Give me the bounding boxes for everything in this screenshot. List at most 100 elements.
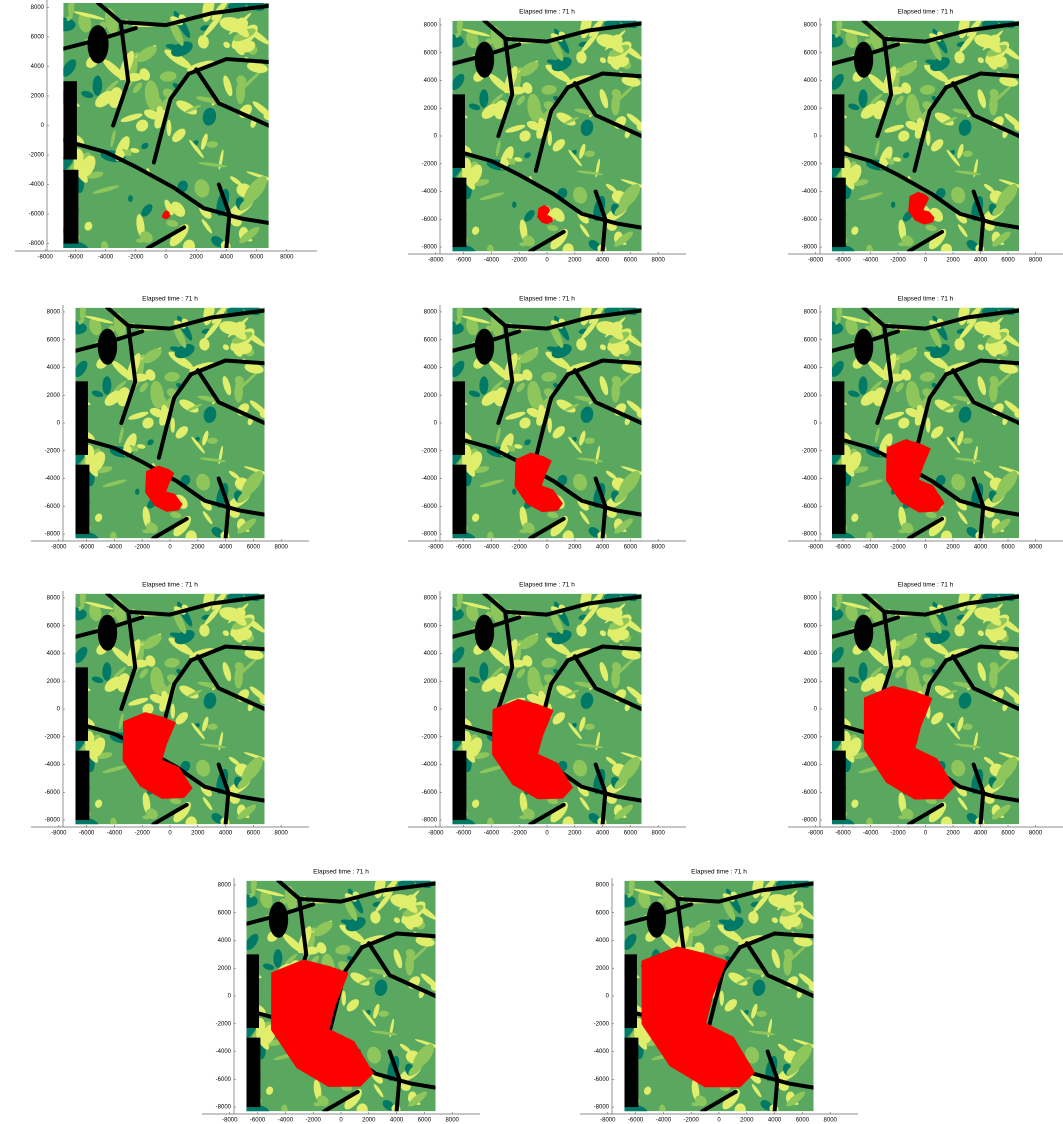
- x-tick-label: 0: [924, 831, 928, 837]
- y-tick-label: -8000: [422, 818, 438, 824]
- x-tick-label: 4000: [768, 1118, 782, 1124]
- y-tick-label: -2000: [802, 161, 818, 167]
- y-tick-label: -2000: [422, 161, 438, 167]
- x-tick-label: 2000: [946, 258, 960, 264]
- panel: -8000-6000-4000-200002000400060008000-80…: [202, 869, 480, 1124]
- y-tick-label: -6000: [802, 790, 818, 796]
- y-tick-label: -4000: [802, 189, 818, 195]
- y-tick-label: -6000: [216, 1077, 232, 1083]
- x-tick-label: 2000: [946, 545, 960, 551]
- x-tick-label: 8000: [275, 831, 289, 837]
- x-tick-label: 0: [545, 258, 549, 264]
- water: [854, 329, 873, 365]
- chart-title: Elapsed time : 71 h: [142, 582, 198, 589]
- x-tick-label: 8000: [1029, 831, 1043, 837]
- y-tick-label: 2000: [424, 106, 438, 112]
- panel: -8000-6000-4000-200002000400060008000-80…: [788, 296, 1063, 551]
- map: [233, 871, 444, 1119]
- x-tick-label: 4000: [219, 545, 233, 551]
- x-tick-label: -4000: [863, 258, 879, 264]
- chart-title: Elapsed time : 71 h: [142, 296, 198, 303]
- y-tick-label: 0: [434, 421, 438, 427]
- water: [98, 329, 117, 365]
- x-tick-label: 8000: [1029, 545, 1043, 551]
- x-tick-label: 4000: [596, 545, 610, 551]
- y-tick-label: 6000: [47, 623, 61, 629]
- x-tick-label: -6000: [456, 545, 472, 551]
- panel: -8000-6000-4000-200002000400060008000-80…: [580, 869, 858, 1124]
- water: [475, 42, 494, 78]
- x-tick-label: -8000: [808, 831, 824, 837]
- water: [832, 178, 846, 247]
- map: [439, 298, 650, 546]
- x-tick-label: -2000: [135, 545, 151, 551]
- y-tick-label: -4000: [45, 762, 61, 768]
- water: [452, 178, 466, 247]
- y-tick-label: 6000: [424, 623, 438, 629]
- y-tick-label: 6000: [31, 34, 45, 40]
- water: [63, 81, 77, 159]
- x-tick-label: 0: [924, 545, 928, 551]
- x-tick-label: 0: [545, 831, 549, 837]
- y-tick-label: 0: [41, 123, 45, 129]
- x-tick-label: -4000: [278, 1118, 294, 1124]
- x-tick-label: 4000: [219, 831, 233, 837]
- chart-title: Elapsed time : 71 h: [898, 9, 954, 16]
- y-tick-label: 8000: [47, 310, 61, 316]
- x-tick-label: -6000: [628, 1118, 644, 1124]
- x-tick-label: 2000: [568, 545, 582, 551]
- y-tick-label: 0: [57, 707, 61, 713]
- water: [647, 902, 666, 938]
- x-tick-label: -2000: [306, 1118, 322, 1124]
- y-tick-label: 0: [606, 994, 610, 1000]
- x-tick-label: -8000: [428, 831, 444, 837]
- x-tick-label: 6000: [247, 831, 261, 837]
- y-tick-label: -6000: [802, 504, 818, 510]
- y-tick-label: 2000: [804, 393, 818, 399]
- x-tick-label: 0: [164, 255, 168, 261]
- water: [832, 465, 846, 534]
- y-tick-label: 4000: [47, 365, 61, 371]
- y-tick-label: -6000: [45, 790, 61, 796]
- y-tick-label: 2000: [31, 94, 45, 100]
- y-tick-label: 6000: [424, 50, 438, 56]
- water: [452, 667, 465, 741]
- x-tick-label: 2000: [568, 831, 582, 837]
- x-tick-label: 8000: [824, 1118, 838, 1124]
- water: [624, 1038, 638, 1107]
- water: [832, 751, 846, 820]
- y-tick-label: 8000: [804, 596, 818, 602]
- y-tick-label: 2000: [424, 679, 438, 685]
- x-tick-label: -4000: [484, 258, 500, 264]
- y-tick-label: 4000: [804, 78, 818, 84]
- y-tick-label: -6000: [422, 504, 438, 510]
- y-tick-label: -4000: [422, 476, 438, 482]
- x-tick-label: -8000: [600, 1118, 616, 1124]
- y-tick-label: 0: [814, 421, 818, 427]
- y-tick-label: -2000: [802, 734, 818, 740]
- y-tick-label: 4000: [424, 651, 438, 657]
- y-tick-label: -8000: [29, 241, 45, 247]
- x-tick-label: 6000: [1001, 831, 1015, 837]
- y-tick-label: 4000: [804, 365, 818, 371]
- y-tick-label: -2000: [45, 734, 61, 740]
- x-tick-label: 0: [339, 1118, 343, 1124]
- x-tick-label: -2000: [128, 255, 144, 261]
- y-tick-label: -4000: [802, 762, 818, 768]
- x-tick-label: 8000: [652, 545, 666, 551]
- x-tick-label: -6000: [835, 545, 851, 551]
- chart-title: Elapsed time : 71 h: [519, 296, 575, 303]
- x-tick-label: 2000: [191, 545, 205, 551]
- y-tick-label: -8000: [422, 245, 438, 251]
- water: [87, 25, 108, 63]
- x-tick-label: 6000: [796, 1118, 810, 1124]
- x-tick-label: -8000: [808, 258, 824, 264]
- y-tick-label: 4000: [47, 651, 61, 657]
- water: [475, 329, 494, 365]
- x-tick-label: 6000: [418, 1118, 432, 1124]
- x-tick-label: -8000: [51, 545, 67, 551]
- x-tick-label: 2000: [568, 258, 582, 264]
- y-tick-label: 8000: [424, 23, 438, 29]
- x-tick-label: -2000: [512, 258, 528, 264]
- chart-title: Elapsed time : 71 h: [313, 869, 369, 876]
